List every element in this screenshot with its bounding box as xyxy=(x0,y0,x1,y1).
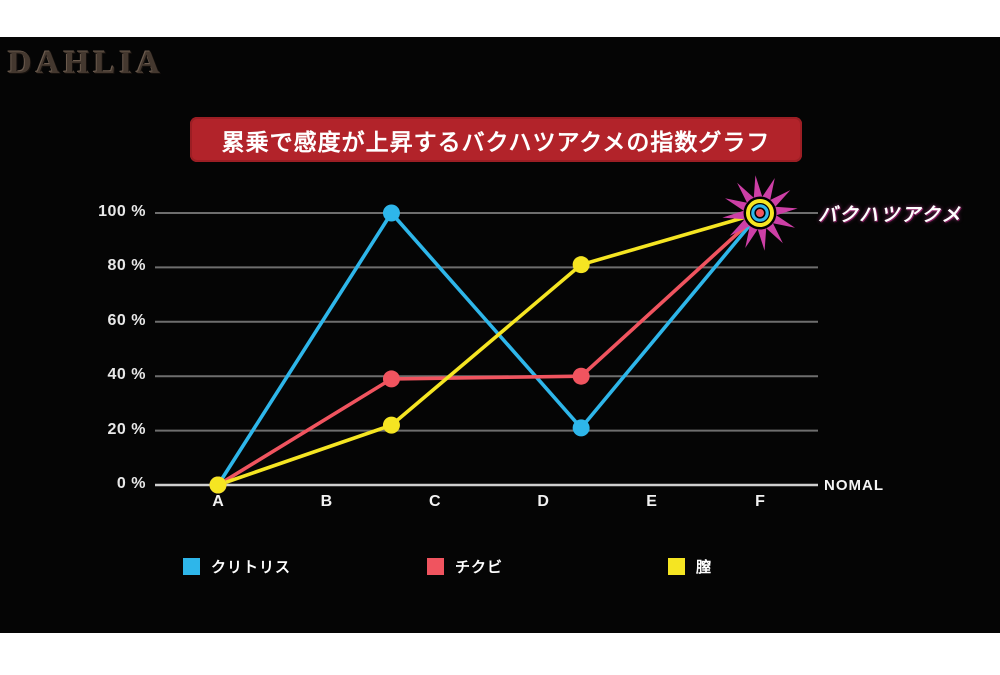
data-point xyxy=(209,476,227,494)
legend-swatch-icon xyxy=(427,558,444,575)
content-panel: DAHLIA 累乗で感度が上昇するバクハツアクメの指数グラフ 0 % 20 % 40… xyxy=(0,37,1000,633)
burst-inner-ring xyxy=(751,204,769,222)
chart-title: 累乗で感度が上昇するバクハツアクメの指数グラフ xyxy=(221,128,771,155)
x-tick-label: C xyxy=(429,493,441,510)
line-chart: 0 % 20 % 40 % 60 % 80 % 100 % A B C D E F NOMAL バクハ… xyxy=(0,37,1000,633)
data-point xyxy=(382,204,400,222)
y-tick-label: 60 % xyxy=(107,311,146,329)
x-tick-label: F xyxy=(755,493,765,510)
explosion-annotation-label: バクハツアクメ xyxy=(818,205,963,226)
title-banner: 累乗で感度が上昇するバクハツアクメの指数グラフ xyxy=(190,117,802,162)
data-point xyxy=(572,256,590,274)
y-tick-label: 80 % xyxy=(107,257,146,275)
legend-label: 膣 xyxy=(696,559,713,576)
x-axis-end-label: NOMAL xyxy=(824,477,884,494)
x-tick-label: E xyxy=(646,493,657,510)
chart-canvas xyxy=(155,175,818,494)
legend-swatch-icon xyxy=(183,558,200,575)
data-point xyxy=(382,416,400,434)
data-point xyxy=(572,367,590,385)
burst-core-dot xyxy=(756,209,764,217)
data-point xyxy=(572,419,590,437)
chart-legend: クリトリス チクビ 膣 xyxy=(0,556,1000,586)
series-line xyxy=(216,211,762,487)
y-tick-label: 20 % xyxy=(107,420,146,438)
legend-item: チクビ xyxy=(427,556,503,577)
dahlia-logo: DAHLIA xyxy=(8,45,165,81)
data-point xyxy=(382,370,400,388)
y-tick-label: 40 % xyxy=(107,366,146,384)
legend-item: 膣 xyxy=(668,556,712,577)
series-line xyxy=(216,211,762,487)
legend-swatch-icon xyxy=(668,558,685,575)
x-tick-label: D xyxy=(537,493,549,510)
x-tick-label: A xyxy=(212,493,224,510)
legend-item: クリトリス xyxy=(183,556,291,577)
x-tick-label: B xyxy=(320,493,333,510)
series-line xyxy=(216,211,762,487)
y-tick-label: 0 % xyxy=(116,475,146,492)
legend-label: チクビ xyxy=(455,559,504,576)
burst-outer-ring xyxy=(746,199,774,227)
legend-label: クリトリス xyxy=(211,559,292,576)
y-tick-label: 100 % xyxy=(98,203,146,220)
